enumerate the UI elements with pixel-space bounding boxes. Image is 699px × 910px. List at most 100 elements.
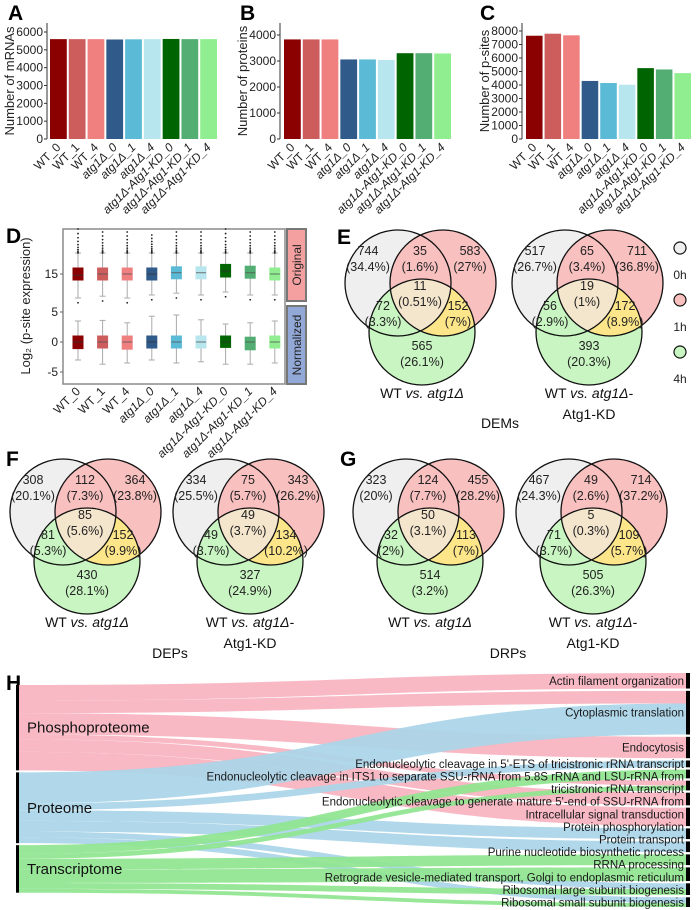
y-axis-label: Log₂ (p-site expression) — [18, 237, 33, 374]
sankey-target-label: Actin filament organization — [549, 676, 684, 688]
venn-percent: (24.3%) — [517, 489, 561, 503]
plot-frame — [62, 228, 286, 385]
venn-count: 744 — [358, 244, 379, 258]
legend-swatch-1h — [673, 293, 687, 307]
venn-outline — [535, 278, 643, 386]
sankey-target-label: Endocytosis — [622, 743, 684, 755]
outlier-point — [273, 247, 276, 250]
panel-letter-a: A — [8, 2, 23, 25]
venn-percent: (2%) — [378, 544, 404, 558]
legend-swatch-0h — [673, 241, 687, 255]
y-tick-label: 3000 — [249, 54, 276, 68]
bar-atg1Δ-Atg1-KD_4 — [434, 53, 451, 139]
sankey-h: Phosphoproteome Proteome Transcriptome Acti… — [16, 673, 690, 909]
text-part: WT — [206, 614, 231, 630]
sankey-source-label: Transcriptome — [27, 861, 122, 878]
outlier-point — [77, 232, 79, 235]
venn-outline — [556, 229, 664, 337]
outlier-point — [77, 240, 79, 243]
venn-count: 711 — [627, 244, 647, 258]
outlier-point — [101, 241, 104, 244]
outlier-point — [101, 231, 104, 233]
bar-atg1Δ_4 — [618, 84, 636, 139]
text-part: - — [633, 614, 638, 630]
boxplot-d: Original Normalized Log₂ (p-site expressio… — [18, 228, 307, 461]
outlier-point — [101, 250, 104, 253]
venn-caption: WT vs. atg1Δ — [45, 614, 129, 630]
outlier-point — [126, 241, 129, 244]
outlier-point — [273, 250, 276, 253]
venn-percent: (3.7%) — [536, 544, 573, 558]
y-tick-label: 3000 — [16, 79, 43, 93]
venn-percent: (2.9%) — [532, 315, 569, 329]
venn-count: 113 — [456, 528, 476, 542]
venn-count: 19 — [580, 279, 594, 293]
venn-percent: (26.3%) — [571, 584, 615, 598]
outlier-point — [249, 249, 252, 251]
panel-letter-c: C — [480, 2, 495, 25]
outlier-point — [77, 236, 79, 239]
box-atg1Δ-Atg1-KD_1 — [244, 265, 256, 279]
outlier-point — [77, 301, 79, 304]
venn-percent: (9.9%) — [105, 544, 142, 558]
sankey-flow — [19, 713, 686, 759]
bar-atg1Δ-Atg1-KD_4 — [674, 73, 691, 139]
venn-outline — [515, 458, 623, 566]
y-tick-label: 4000 — [16, 61, 43, 75]
bar-WT_1 — [302, 39, 320, 139]
venn-diagram-e-left: 744 (34.4%) 35 (1.6%) 583 (27%) 11 (0.51%) 72 (3.… — [344, 229, 497, 401]
outlier-point — [224, 295, 227, 298]
y-axis-label: Number of proteins — [235, 25, 250, 136]
venn-outline — [376, 507, 484, 615]
legend-label: 0h — [673, 268, 686, 282]
venn-count: 334 — [186, 473, 207, 487]
sankey-target-node — [686, 841, 690, 853]
sankey-target-label: Retrograde vesicle-mediated transport, G… — [325, 872, 684, 884]
sankey-target-node — [686, 854, 690, 866]
x-tick-label: WT_1 — [75, 384, 108, 417]
text-part: WT — [545, 385, 570, 401]
outlier-point — [150, 247, 153, 250]
venn-count: 65 — [580, 244, 594, 258]
sankey-flow — [19, 867, 686, 883]
venn-percent: (25.5%) — [174, 489, 218, 503]
venn-percent: (36.8%) — [615, 260, 659, 274]
outlier-point — [273, 244, 276, 247]
outlier-point — [200, 244, 202, 247]
venn-count: 50 — [421, 508, 435, 522]
sankey-flow — [19, 883, 686, 895]
venn-percent: (28.1%) — [65, 584, 109, 598]
sankey-target-label: Ribosomal large subunit biogenesis — [502, 885, 684, 897]
venn-diagram-e-right: 517 (26.7%) 65 (3.4%) 711 (36.8%) 19 (1%) 56 (2.9… — [511, 229, 664, 422]
text-part: WT — [388, 614, 413, 630]
bar-WT_4 — [321, 39, 339, 139]
venn-caption: Atg1-KD — [567, 635, 620, 651]
venn-percent: (20.3%) — [567, 355, 611, 369]
venn-outline — [33, 507, 141, 615]
sankey-target-label: Cytoplasmic translation — [565, 708, 684, 720]
venn-percent: (26.1%) — [400, 355, 444, 369]
y-tick-label: 5000 — [491, 65, 518, 79]
sankey-flow — [19, 760, 686, 811]
outlier-point — [249, 247, 252, 250]
venn-percent: (3.4%) — [569, 260, 606, 274]
venn-caption: WT vs. atg1Δ — [380, 385, 464, 401]
outlier-point — [150, 237, 153, 240]
venn-percent: (7.7%) — [410, 489, 447, 503]
outlier-point — [150, 240, 153, 243]
y-tick-label: 5 — [51, 305, 58, 319]
y-tick-label: 2000 — [16, 96, 43, 110]
outlier-point — [224, 246, 227, 249]
outlier-point — [175, 241, 178, 244]
outlier-point — [200, 249, 202, 251]
outlier-point — [175, 297, 178, 299]
venn-outline — [368, 278, 476, 386]
panel-letter-b: B — [240, 2, 255, 25]
legend-label: 1h — [673, 320, 686, 334]
sankey-target-node — [686, 897, 690, 907]
venn-count: 81 — [41, 528, 55, 542]
outlier-point — [126, 247, 129, 250]
venn-percent: (5.7%) — [230, 489, 267, 503]
